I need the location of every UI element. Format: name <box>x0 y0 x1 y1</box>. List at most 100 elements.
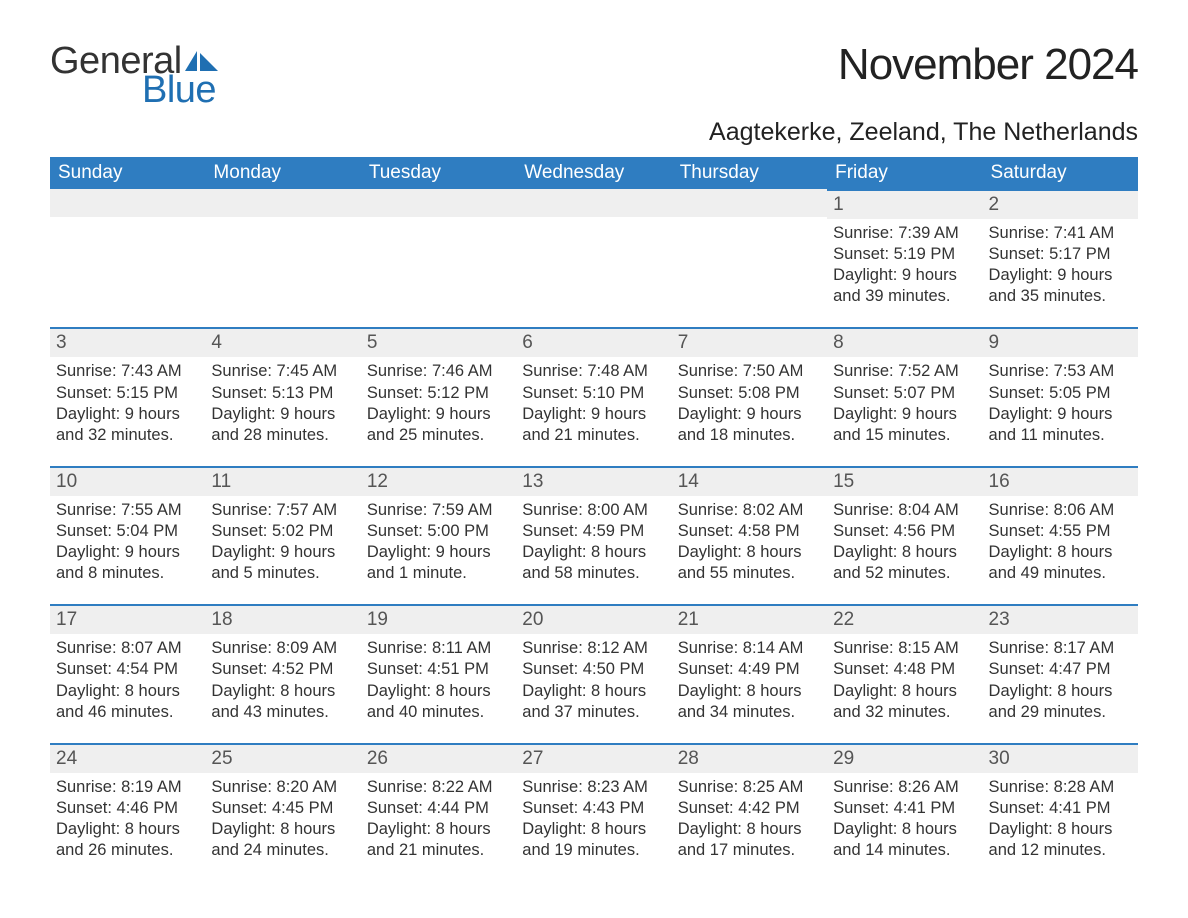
day-number-band: 21 <box>672 604 827 634</box>
calendar-day: 20Sunrise: 8:12 AMSunset: 4:50 PMDayligh… <box>516 604 671 742</box>
day-content: Sunrise: 7:46 AMSunset: 5:12 PMDaylight:… <box>367 361 510 445</box>
daylight-line: Daylight: 9 hours and 15 minutes. <box>833 404 976 446</box>
sunrise-line: Sunrise: 8:09 AM <box>211 638 354 659</box>
day-number: 22 <box>833 609 854 630</box>
calendar-day: 18 Sunrise: 8:09 AMSunset: 4:52 PMDayligh… <box>205 604 360 742</box>
day-content: Sunrise: 8:23 AMSunset: 4:43 PMDaylight:… <box>522 777 665 861</box>
sunrise-line: Sunrise: 7:45 AM <box>211 361 354 382</box>
empty-day-band <box>361 189 516 217</box>
sunset-line: Sunset: 4:41 PM <box>833 798 976 819</box>
calendar-day: 10 Sunrise: 7:55 AMSunset: 5:04 PMDayligh… <box>50 466 205 604</box>
calendar-empty <box>672 189 827 327</box>
sunset-line: Sunset: 4:49 PM <box>678 659 821 680</box>
day-number: 2 <box>989 194 1000 215</box>
day-content: Sunrise: 8:28 AMSunset: 4:41 PMDaylight:… <box>989 777 1132 861</box>
location-label: Aagtekerke, Zeeland, The Netherlands <box>50 118 1138 147</box>
day-number: 24 <box>56 748 77 769</box>
day-number-band: 2 <box>983 189 1138 219</box>
sunrise-line: Sunrise: 8:00 AM <box>522 500 665 521</box>
weekday-header: Saturday <box>983 157 1138 189</box>
sunrise-line: Sunrise: 8:23 AM <box>522 777 665 798</box>
day-content: Sunrise: 8:09 AMSunset: 4:52 PMDaylight:… <box>211 638 354 722</box>
day-number: 26 <box>367 748 388 769</box>
day-content: Sunrise: 7:41 AMSunset: 5:17 PMDaylight:… <box>989 223 1132 307</box>
sunset-line: Sunset: 4:50 PM <box>522 659 665 680</box>
sunrise-line: Sunrise: 8:28 AM <box>989 777 1132 798</box>
day-content: Sunrise: 7:55 AMSunset: 5:04 PMDaylight:… <box>56 500 199 584</box>
calendar-day: 15Sunrise: 8:04 AMSunset: 4:56 PMDayligh… <box>827 466 982 604</box>
calendar-table: SundayMondayTuesdayWednesdayThursdayFrid… <box>50 157 1138 881</box>
day-number-band: 13 <box>516 466 671 496</box>
sunrise-line: Sunrise: 8:17 AM <box>989 638 1132 659</box>
sunrise-line: Sunrise: 7:55 AM <box>56 500 199 521</box>
day-number: 10 <box>56 471 77 492</box>
day-number: 14 <box>678 471 699 492</box>
sunset-line: Sunset: 5:15 PM <box>56 383 199 404</box>
sunrise-line: Sunrise: 7:46 AM <box>367 361 510 382</box>
day-content: Sunrise: 8:19 AMSunset: 4:46 PMDaylight:… <box>56 777 199 861</box>
daylight-line: Daylight: 9 hours and 35 minutes. <box>989 265 1132 307</box>
sunrise-line: Sunrise: 7:43 AM <box>56 361 199 382</box>
day-number: 6 <box>522 332 533 353</box>
day-content: Sunrise: 7:50 AMSunset: 5:08 PMDaylight:… <box>678 361 821 445</box>
sunrise-line: Sunrise: 8:22 AM <box>367 777 510 798</box>
sunrise-line: Sunrise: 8:04 AM <box>833 500 976 521</box>
sunset-line: Sunset: 5:00 PM <box>367 521 510 542</box>
header: General Blue November 2024 <box>50 40 1138 112</box>
day-number-band: 3 <box>50 327 205 357</box>
day-number-band: 25 <box>205 743 360 773</box>
day-number-band: 11 <box>205 466 360 496</box>
day-number-band: 26 <box>361 743 516 773</box>
sunrise-line: Sunrise: 8:11 AM <box>367 638 510 659</box>
day-content: Sunrise: 8:06 AMSunset: 4:55 PMDaylight:… <box>989 500 1132 584</box>
day-number-band: 29 <box>827 743 982 773</box>
day-content: Sunrise: 8:14 AMSunset: 4:49 PMDaylight:… <box>678 638 821 722</box>
day-content: Sunrise: 7:52 AMSunset: 5:07 PMDaylight:… <box>833 361 976 445</box>
daylight-line: Daylight: 9 hours and 25 minutes. <box>367 404 510 446</box>
day-number-band: 30 <box>983 743 1138 773</box>
sunrise-line: Sunrise: 8:26 AM <box>833 777 976 798</box>
daylight-line: Daylight: 8 hours and 19 minutes. <box>522 819 665 861</box>
daylight-line: Daylight: 8 hours and 58 minutes. <box>522 542 665 584</box>
daylight-line: Daylight: 8 hours and 17 minutes. <box>678 819 821 861</box>
daylight-line: Daylight: 8 hours and 46 minutes. <box>56 681 199 723</box>
calendar-day: 3Sunrise: 7:43 AMSunset: 5:15 PMDaylight… <box>50 327 205 465</box>
day-content: Sunrise: 8:02 AMSunset: 4:58 PMDaylight:… <box>678 500 821 584</box>
sunset-line: Sunset: 4:43 PM <box>522 798 665 819</box>
day-number-band: 12 <box>361 466 516 496</box>
day-number-band: 8 <box>827 327 982 357</box>
day-number: 7 <box>678 332 689 353</box>
day-content: Sunrise: 7:57 AMSunset: 5:02 PMDaylight:… <box>211 500 354 584</box>
sunrise-line: Sunrise: 8:15 AM <box>833 638 976 659</box>
daylight-line: Daylight: 8 hours and 21 minutes. <box>367 819 510 861</box>
sunrise-line: Sunrise: 8:19 AM <box>56 777 199 798</box>
calendar-day: 19Sunrise: 8:11 AMSunset: 4:51 PMDayligh… <box>361 604 516 742</box>
daylight-line: Daylight: 9 hours and 18 minutes. <box>678 404 821 446</box>
page-title: November 2024 <box>838 40 1138 90</box>
daylight-line: Daylight: 9 hours and 8 minutes. <box>56 542 199 584</box>
weekday-header: Friday <box>827 157 982 189</box>
day-number-band: 24 <box>50 743 205 773</box>
day-content: Sunrise: 8:15 AMSunset: 4:48 PMDaylight:… <box>833 638 976 722</box>
calendar-day: 27Sunrise: 8:23 AMSunset: 4:43 PMDayligh… <box>516 743 671 881</box>
calendar-day: 14 Sunrise: 8:02 AMSunset: 4:58 PMDayligh… <box>672 466 827 604</box>
calendar-empty <box>205 189 360 327</box>
day-number: 1 <box>833 194 844 215</box>
day-number-band: 16 <box>983 466 1138 496</box>
sunset-line: Sunset: 4:41 PM <box>989 798 1132 819</box>
day-number-band: 17 <box>50 604 205 634</box>
calendar-day: 5Sunrise: 7:46 AMSunset: 5:12 PMDaylight… <box>361 327 516 465</box>
sunset-line: Sunset: 5:05 PM <box>989 383 1132 404</box>
day-number: 23 <box>989 609 1010 630</box>
calendar-empty <box>516 189 671 327</box>
calendar-day: 9Sunrise: 7:53 AMSunset: 5:05 PMDaylight… <box>983 327 1138 465</box>
sunrise-line: Sunrise: 8:07 AM <box>56 638 199 659</box>
day-number: 18 <box>211 609 232 630</box>
day-number: 8 <box>833 332 844 353</box>
daylight-line: Daylight: 8 hours and 34 minutes. <box>678 681 821 723</box>
calendar-day: 1Sunrise: 7:39 AMSunset: 5:19 PMDaylight… <box>827 189 982 327</box>
sunrise-line: Sunrise: 8:20 AM <box>211 777 354 798</box>
sunrise-line: Sunrise: 7:50 AM <box>678 361 821 382</box>
calendar-empty <box>361 189 516 327</box>
day-number-band: 14 <box>672 466 827 496</box>
